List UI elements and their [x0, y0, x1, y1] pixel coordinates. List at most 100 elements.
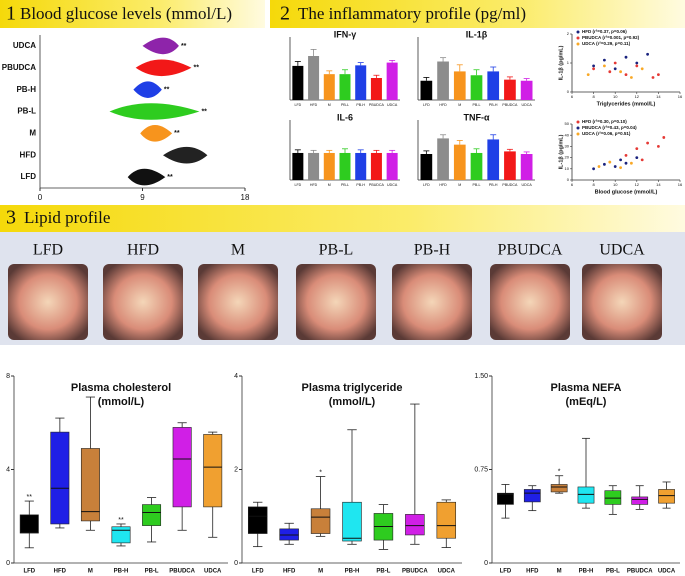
- x-tick-label: HFD: [310, 103, 318, 107]
- x-tick-label: 0: [38, 193, 43, 202]
- photo: [296, 264, 376, 340]
- y-tick-label: 0: [567, 177, 570, 182]
- chart-title: IL-6: [337, 112, 353, 122]
- x-tick-label: 18: [241, 193, 250, 202]
- x-tick-label: M: [458, 183, 461, 187]
- point: [662, 136, 666, 139]
- point: [635, 147, 639, 151]
- x-tick-label: HFD: [54, 569, 67, 575]
- point: [592, 167, 595, 171]
- x-tick-label: 9: [140, 193, 145, 202]
- legend-label: PBUDCA (r²=0.43, p=0.04): [582, 125, 637, 130]
- bar: [370, 78, 382, 100]
- significance: **: [181, 43, 187, 50]
- y-tick-label: 30: [565, 143, 570, 148]
- x-tick-label: 12: [635, 182, 640, 187]
- point: [635, 64, 639, 68]
- box: [142, 504, 162, 526]
- y-tick-label: 4: [6, 466, 10, 473]
- x-tick-label: PB-H: [489, 183, 498, 187]
- y-tick-label: 40: [565, 132, 570, 137]
- x-tick-label: 16: [678, 94, 683, 99]
- bar: [323, 74, 335, 100]
- y-tick-label: M: [29, 128, 36, 137]
- x-tick-label: 8: [592, 94, 595, 99]
- x-tick-label: UDCA: [438, 569, 456, 575]
- box: [342, 501, 362, 542]
- box: [550, 484, 568, 493]
- section-header-bg: [0, 205, 685, 232]
- photo-label: PBUDCA: [498, 242, 563, 259]
- x-tick-label: 6: [571, 94, 574, 99]
- point: [624, 73, 628, 76]
- box: [658, 489, 675, 504]
- point: [592, 67, 595, 71]
- legend-marker: [576, 42, 580, 46]
- x-tick-label: M: [458, 103, 461, 107]
- y-axis-label: IL-1β (pg/mL): [558, 45, 564, 80]
- significance: **: [167, 174, 173, 181]
- bar: [339, 152, 351, 180]
- chart-subtitle: (mmol/L): [98, 396, 145, 408]
- photo: [490, 264, 570, 340]
- bar: [386, 62, 398, 100]
- point: [624, 161, 628, 165]
- section-number: 1: [6, 3, 16, 25]
- x-tick-label: PBUDCA: [502, 103, 518, 107]
- x-tick-label: PBUDCA: [502, 183, 518, 187]
- violin: [140, 125, 173, 142]
- box: [436, 501, 457, 539]
- x-tick-label: PB-L: [145, 569, 159, 575]
- bar: [437, 138, 449, 180]
- bar: [504, 79, 516, 100]
- chart-subtitle: (mEq/L): [566, 396, 607, 408]
- bar: [339, 74, 351, 100]
- y-axis-label: IL-1β (pg/mL): [558, 134, 564, 169]
- point: [619, 158, 622, 162]
- x-tick-label: LFD: [294, 183, 301, 187]
- section-header-bg: [270, 0, 685, 28]
- chart-title: IFN-γ: [334, 29, 357, 39]
- y-tick-label: 0: [234, 560, 238, 567]
- x-tick-label: 8: [592, 182, 595, 187]
- x-tick-label: UDCA: [658, 569, 676, 575]
- x-tick-label: 10: [613, 94, 618, 99]
- box: [80, 448, 100, 522]
- box: [203, 434, 223, 508]
- y-tick-label: LFD: [20, 172, 36, 181]
- bar: [323, 152, 335, 180]
- chart-title: TNF-α: [463, 112, 489, 122]
- y-tick-label: PB-H: [16, 85, 36, 94]
- y-tick-label: 4: [234, 373, 238, 380]
- x-tick-label: M: [328, 183, 331, 187]
- significance: **: [201, 108, 207, 115]
- bar: [453, 71, 466, 100]
- bar: [520, 154, 533, 180]
- legend-marker: [576, 120, 580, 124]
- box: [577, 486, 595, 504]
- point: [630, 161, 633, 165]
- chart-title: Plasma cholesterol: [71, 382, 171, 394]
- x-tick-label: M: [318, 569, 323, 575]
- violin: [135, 59, 192, 77]
- box: [405, 514, 425, 536]
- x-tick-label: UDCA: [522, 183, 533, 187]
- x-tick-label: LFD: [423, 183, 430, 187]
- bar: [420, 80, 433, 100]
- x-tick-label: UDCA: [522, 103, 533, 107]
- y-tick-label: 50: [565, 121, 570, 126]
- y-tick-label: 0.75: [474, 466, 488, 473]
- photo-label: UDCA: [599, 242, 645, 259]
- bar: [355, 65, 367, 100]
- x-tick-label: LFD: [294, 103, 301, 107]
- bar: [370, 152, 382, 180]
- x-tick-label: PBUDCA: [369, 183, 385, 187]
- point: [586, 73, 590, 76]
- legend-marker: [576, 30, 580, 34]
- x-tick-label: PB-H: [114, 569, 129, 575]
- x-tick-label: LFD: [423, 103, 430, 107]
- x-tick-label: UDCA: [204, 569, 222, 575]
- chart-title: Plasma triglyceride: [302, 382, 403, 394]
- x-tick-label: HFD: [526, 569, 539, 575]
